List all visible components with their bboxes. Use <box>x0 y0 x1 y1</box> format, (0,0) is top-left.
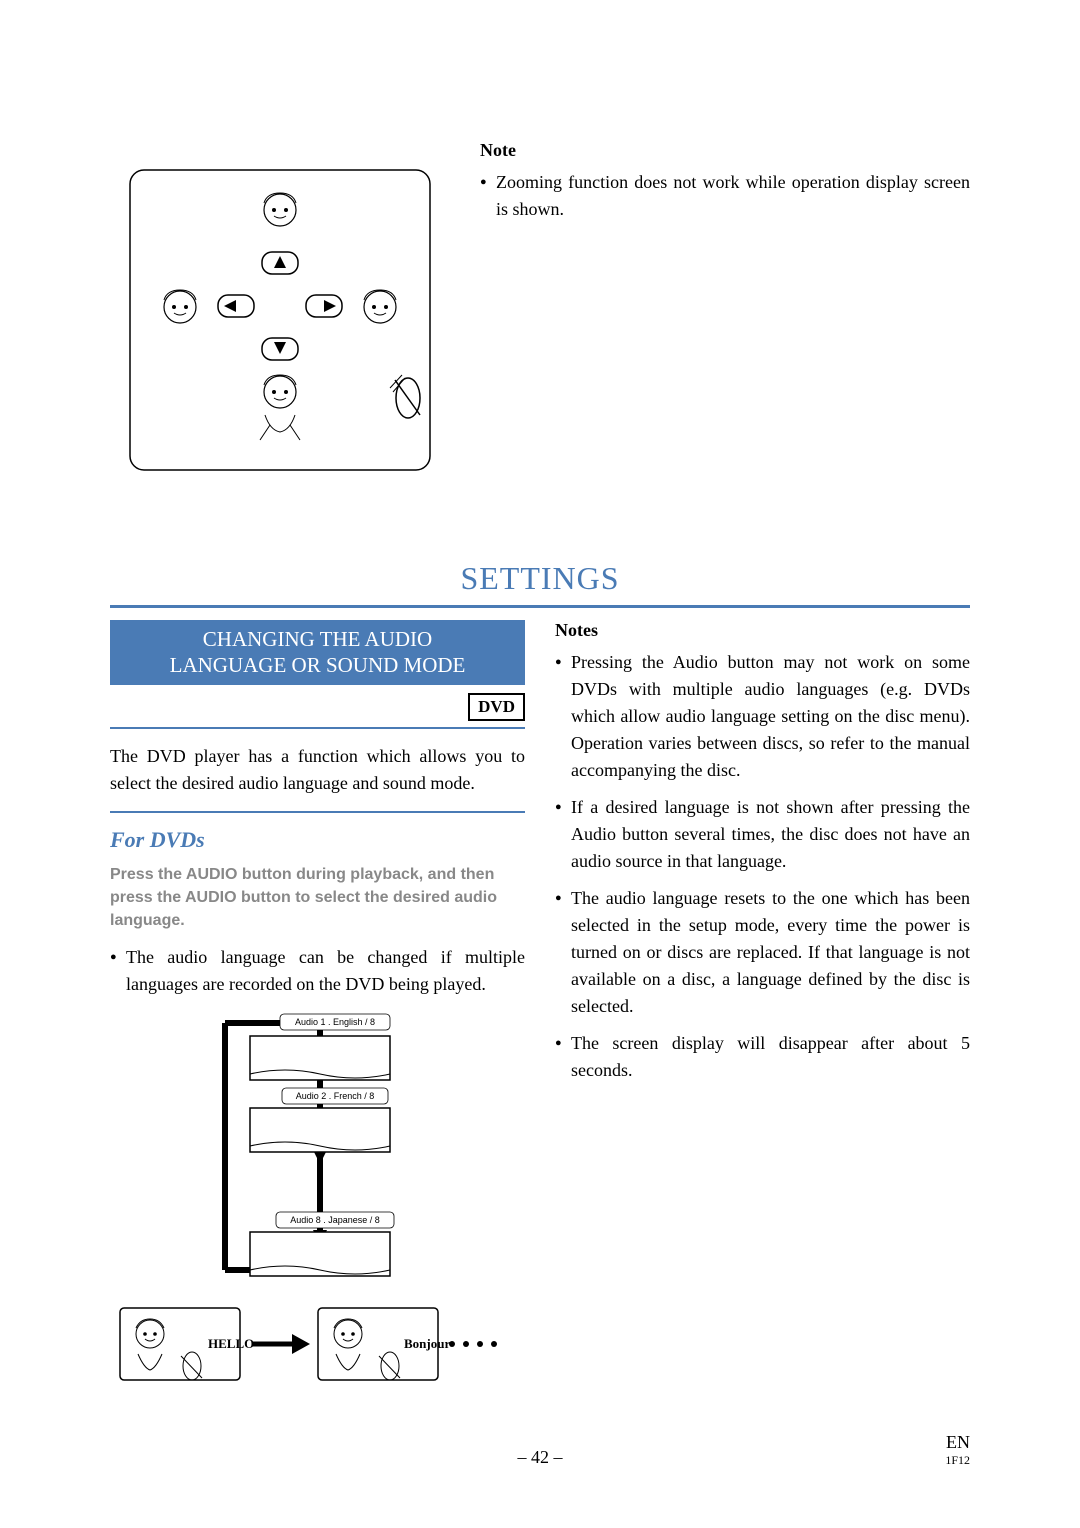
thin-divider <box>110 727 525 729</box>
svg-text:Audio 2 . French / 8: Audio 2 . French / 8 <box>296 1091 375 1101</box>
zoom-illustration-section: Note Zooming function does not work whil… <box>110 140 970 480</box>
audio-flow-diagram: Audio 1 . English / 8 Audio 2 . French /… <box>110 1008 450 1388</box>
footer-lang: EN <box>945 1432 970 1453</box>
left-bullets: The audio language can be changed if mul… <box>110 944 525 998</box>
header-line1: CHANGING THE AUDIO <box>203 627 432 651</box>
page-number: – 42 – <box>0 1447 1080 1468</box>
notes-item: The screen display will disappear after … <box>555 1030 970 1084</box>
header-line2: LANGUAGE OR SOUND MODE <box>170 653 466 677</box>
dvd-badge: DVD <box>468 693 525 721</box>
footer-right: EN 1F12 <box>945 1432 970 1468</box>
svg-text:Audio 1 . English / 8: Audio 1 . English / 8 <box>295 1017 375 1027</box>
notes-item: The audio language resets to the one whi… <box>555 885 970 1020</box>
dvd-badge-row: DVD <box>110 693 525 721</box>
note-item: Zooming function does not work while ope… <box>480 169 970 223</box>
note-heading: Note <box>480 140 970 161</box>
settings-columns: CHANGING THE AUDIO LANGUAGE OR SOUND MOD… <box>110 620 970 1388</box>
bullet-item: The audio language can be changed if mul… <box>110 944 525 998</box>
notes-item: If a desired language is not shown after… <box>555 794 970 875</box>
left-column: CHANGING THE AUDIO LANGUAGE OR SOUND MOD… <box>110 620 525 1388</box>
svg-text:HELLO: HELLO <box>208 1336 254 1351</box>
note-list: Zooming function does not work while ope… <box>480 169 970 223</box>
for-dvds-heading: For DVDs <box>110 827 525 853</box>
notes-item: Pressing the Audio button may not work o… <box>555 649 970 784</box>
zoom-note: Note Zooming function does not work whil… <box>480 140 970 480</box>
settings-title: SETTINGS <box>110 560 970 597</box>
intro-text: The DVD player has a function which allo… <box>110 743 525 797</box>
page-footer: – 42 – EN 1F12 <box>0 1447 1080 1468</box>
instruction: Press the AUDIO button during playback, … <box>110 863 525 933</box>
settings-divider <box>110 605 970 608</box>
notes-heading: Notes <box>555 620 970 641</box>
svg-text:Audio 8 . Japanese / 8: Audio 8 . Japanese / 8 <box>290 1215 380 1225</box>
audio-subsection-header: CHANGING THE AUDIO LANGUAGE OR SOUND MOD… <box>110 620 525 685</box>
svg-text:Bonjour: Bonjour <box>404 1336 450 1351</box>
footer-code: 1F12 <box>945 1453 970 1468</box>
zoom-direction-illustration <box>110 140 450 480</box>
thin-divider-2 <box>110 811 525 813</box>
right-column: Notes Pressing the Audio button may not … <box>555 620 970 1388</box>
notes-list: Pressing the Audio button may not work o… <box>555 649 970 1084</box>
